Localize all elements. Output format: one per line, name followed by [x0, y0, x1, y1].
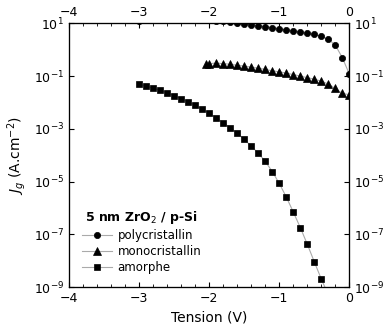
polycristallin: [193, 18, 198, 22]
amorphe: [333, 307, 338, 311]
amorphe: [158, 88, 163, 92]
amorphe: [312, 260, 317, 264]
amorphe: [242, 137, 246, 141]
monocristallin: [214, 61, 218, 65]
polycristallin: [333, 43, 338, 47]
monocristallin: [326, 82, 331, 86]
polycristallin: [144, 18, 149, 22]
monocristallin: [333, 86, 338, 90]
monocristallin: [221, 62, 225, 66]
monocristallin: [263, 67, 268, 71]
monocristallin: [284, 71, 289, 75]
polycristallin: [179, 18, 184, 22]
amorphe: [326, 293, 331, 297]
amorphe: [165, 91, 170, 95]
amorphe: [200, 107, 205, 111]
polycristallin: [186, 18, 191, 22]
polycristallin: [270, 26, 275, 30]
monocristallin: [347, 93, 352, 97]
monocristallin: [319, 79, 324, 83]
amorphe: [179, 97, 184, 101]
polycristallin: [340, 56, 345, 60]
polycristallin: [165, 18, 170, 22]
amorphe: [137, 82, 142, 86]
polycristallin: [235, 21, 239, 25]
amorphe: [270, 170, 275, 174]
polycristallin: [228, 20, 232, 24]
polycristallin: [305, 31, 310, 35]
polycristallin: [158, 18, 163, 22]
amorphe: [263, 159, 268, 163]
monocristallin: [312, 77, 317, 81]
amorphe: [214, 116, 218, 120]
polycristallin: [326, 37, 331, 41]
polycristallin: [249, 23, 254, 27]
monocristallin: [235, 63, 239, 67]
polycristallin: [151, 18, 156, 22]
monocristallin: [203, 62, 208, 66]
polycristallin: [137, 19, 142, 23]
amorphe: [256, 151, 261, 155]
amorphe: [319, 277, 324, 281]
polycristallin: [172, 18, 177, 22]
polycristallin: [200, 18, 205, 22]
polycristallin: [207, 18, 211, 22]
monocristallin: [242, 64, 246, 68]
monocristallin: [277, 70, 282, 74]
amorphe: [186, 100, 191, 104]
amorphe: [144, 84, 149, 88]
amorphe: [193, 103, 198, 107]
Line: polycristallin: polycristallin: [136, 16, 353, 77]
polycristallin: [312, 33, 317, 37]
monocristallin: [249, 65, 254, 69]
monocristallin: [340, 91, 345, 95]
monocristallin: [291, 73, 296, 77]
amorphe: [291, 210, 296, 214]
polycristallin: [298, 30, 303, 34]
polycristallin: [214, 18, 218, 22]
polycristallin: [221, 19, 225, 23]
polycristallin: [319, 34, 324, 38]
amorphe: [172, 94, 177, 98]
monocristallin: [305, 76, 310, 80]
polycristallin: [256, 24, 261, 28]
polycristallin: [291, 29, 296, 33]
Y-axis label: $J_g$ (A.cm$^{-2}$): $J_g$ (A.cm$^{-2}$): [5, 116, 28, 195]
amorphe: [151, 86, 156, 90]
polycristallin: [242, 22, 246, 26]
polycristallin: [347, 72, 352, 76]
amorphe: [207, 111, 211, 115]
monocristallin: [228, 62, 232, 66]
monocristallin: [207, 62, 211, 66]
polycristallin: [263, 25, 268, 29]
Legend: polycristallin, monocristallin, amorphe: polycristallin, monocristallin, amorphe: [78, 206, 205, 278]
monocristallin: [256, 66, 261, 70]
polycristallin: [284, 28, 289, 32]
amorphe: [228, 126, 232, 130]
amorphe: [235, 131, 239, 135]
Line: amorphe: amorphe: [136, 81, 353, 330]
amorphe: [305, 242, 310, 246]
amorphe: [221, 121, 225, 125]
X-axis label: Tension (V): Tension (V): [171, 311, 247, 324]
monocristallin: [298, 74, 303, 78]
amorphe: [284, 195, 289, 199]
amorphe: [340, 317, 345, 321]
amorphe: [249, 144, 254, 148]
amorphe: [277, 182, 282, 185]
monocristallin: [270, 69, 275, 73]
Line: monocristallin: monocristallin: [202, 59, 353, 98]
polycristallin: [277, 27, 282, 31]
amorphe: [298, 226, 303, 230]
